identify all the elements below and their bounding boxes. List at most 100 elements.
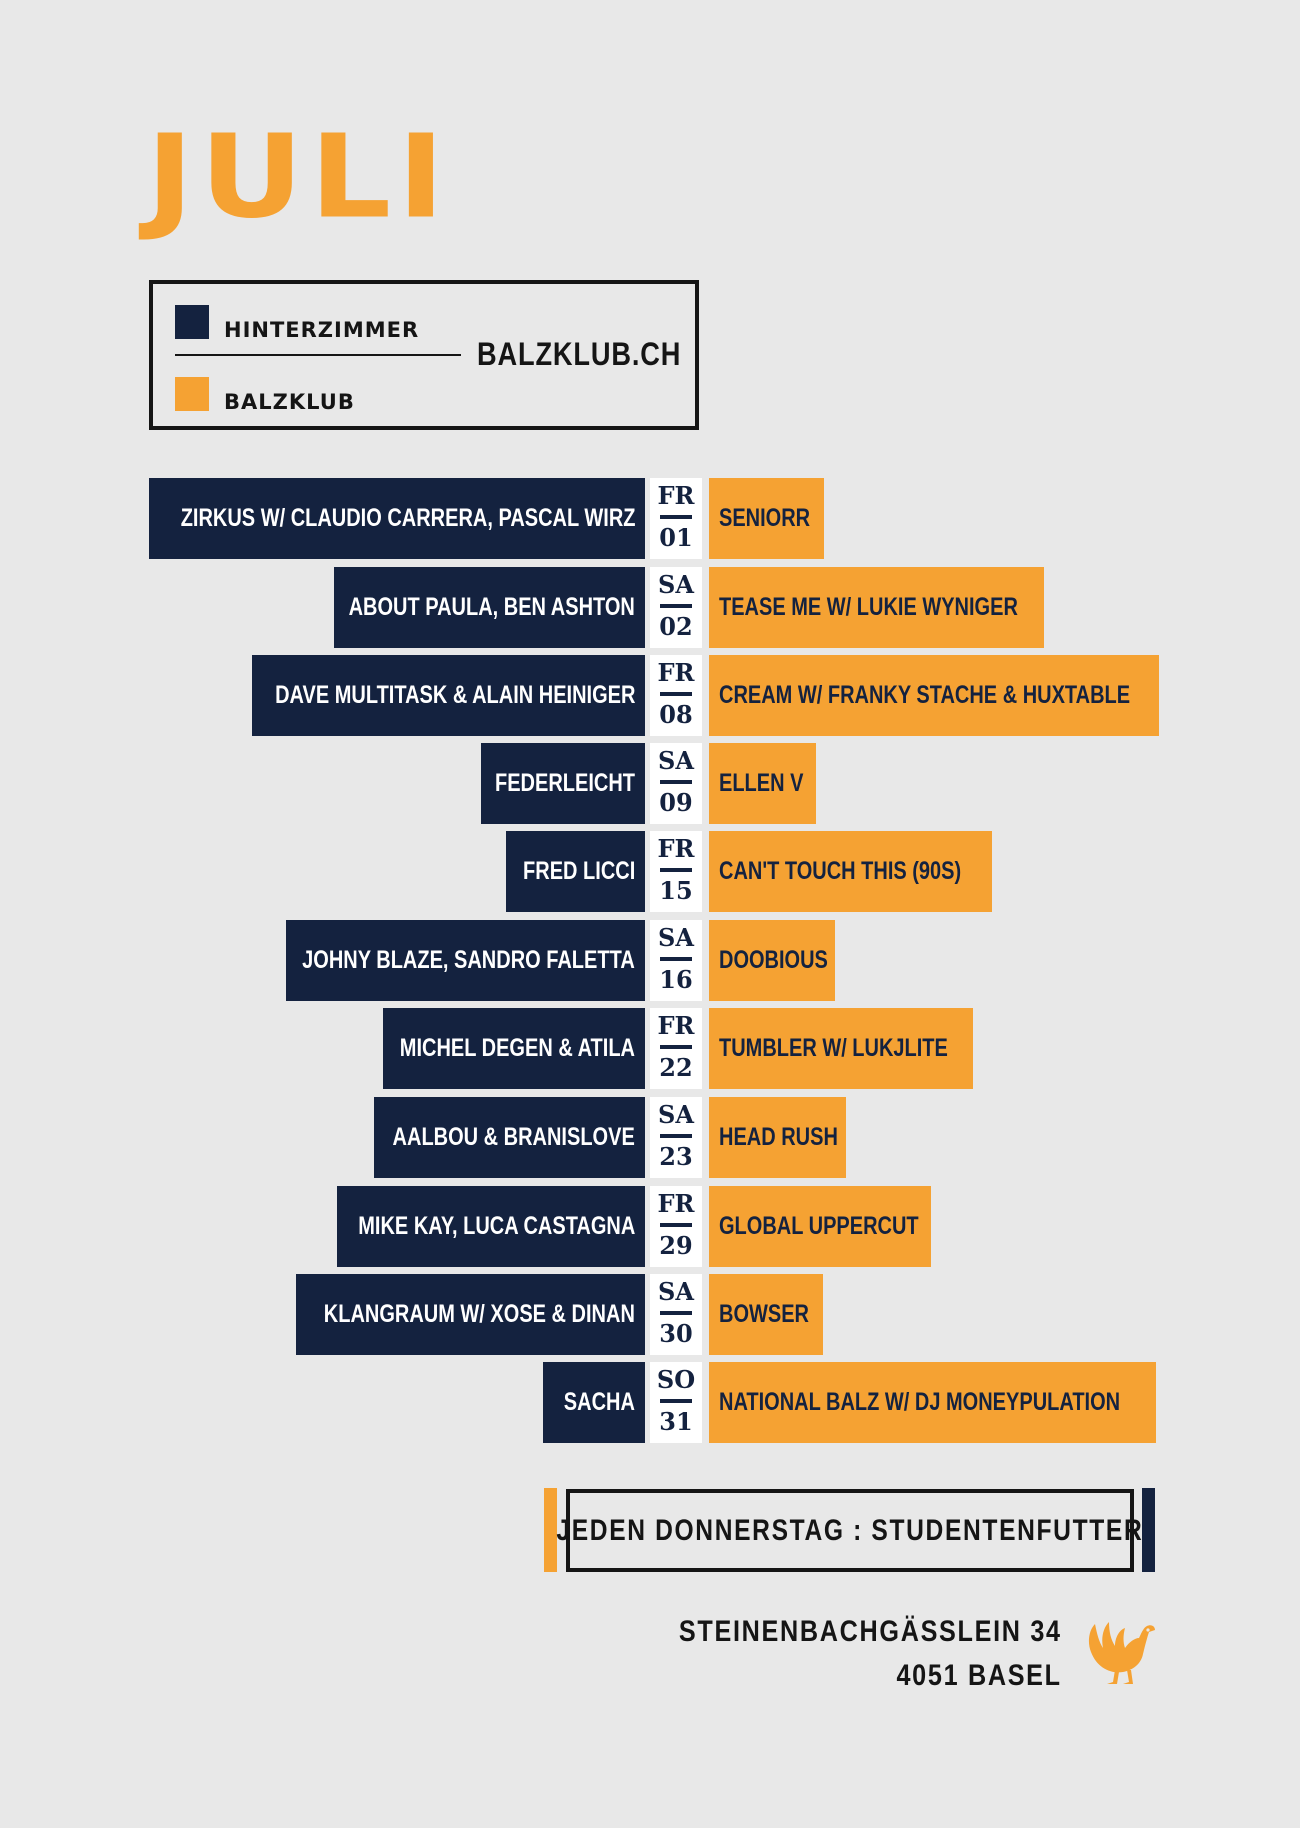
event-weekday: FR	[657, 834, 695, 863]
legend-label-balzklub: BALZKLUB	[224, 390, 355, 414]
website-link[interactable]: BALZKLUB.CH	[477, 336, 682, 372]
event-row: DAVE MULTITASK & ALAIN HEINIGER FR 08 CR…	[0, 655, 1300, 736]
address-city: 4051 BASEL	[600, 1659, 1062, 1693]
event-date: FR 15	[650, 831, 702, 912]
event-date: SO 31	[650, 1362, 702, 1443]
event-day-number: 22	[659, 1053, 693, 1082]
event-weekday: SA	[658, 1100, 694, 1129]
balzklub-event: NATIONAL BALZ W/ DJ MONEYPULATION	[709, 1362, 1156, 1443]
date-divider	[660, 1311, 692, 1315]
balzklub-event-name: HEAD RUSH	[719, 1123, 838, 1151]
event-weekday: FR	[657, 658, 695, 687]
date-divider	[660, 780, 692, 784]
venue-legend: HINTERZIMMER BALZKLUB BALZKLUB.CH	[149, 280, 699, 430]
event-row: SACHA SO 31 NATIONAL BALZ W/ DJ MONEYPUL…	[0, 1362, 1300, 1443]
event-row: ABOUT PAULA, BEN ASHTON SA 02 TEASE ME W…	[0, 567, 1300, 648]
hinterzimmer-event: ZIRKUS W/ CLAUDIO CARRERA, PASCAL WIRZ	[149, 478, 645, 559]
balzklub-event: ELLEN V	[709, 743, 816, 824]
capercaillie-bird-icon	[1088, 1622, 1155, 1684]
event-row: KLANGRAUM W/ XOSE & DINAN SA 30 BOWSER	[0, 1274, 1300, 1355]
event-row: FEDERLEICHT SA 09 ELLEN V	[0, 743, 1300, 824]
hinterzimmer-event: DAVE MULTITASK & ALAIN HEINIGER	[252, 655, 645, 736]
hinterzimmer-event-name: SACHA	[563, 1388, 635, 1416]
hinterzimmer-event: ABOUT PAULA, BEN ASHTON	[334, 567, 645, 648]
event-weekday: SA	[658, 570, 694, 599]
event-day-number: 23	[659, 1142, 693, 1171]
balzklub-event-name: BOWSER	[719, 1300, 809, 1328]
event-weekday: FR	[657, 1189, 695, 1218]
date-divider	[660, 604, 692, 608]
address-street: STEINENBACHGÄSSLEIN 34	[600, 1615, 1062, 1649]
event-day-number: 02	[659, 612, 693, 641]
address-street-text: STEINENBACHGÄSSLEIN 34	[679, 1615, 1062, 1648]
event-row: JOHNY BLAZE, SANDRO FALETTA SA 16 DOOBIO…	[0, 920, 1300, 1001]
address-city-text: 4051 BASEL	[896, 1659, 1062, 1692]
footer-orange-bar	[544, 1488, 557, 1572]
balzklub-event: CREAM W/ FRANKY STACHE & HUXTABLE	[709, 655, 1159, 736]
event-weekday: SA	[658, 923, 694, 952]
event-row: FRED LICCI FR 15 CAN'T TOUCH THIS (90S)	[0, 831, 1300, 912]
weekly-event-text: JEDEN DONNERSTAG : STUDENTENFUTTER	[556, 1513, 1144, 1547]
event-row: MIKE KAY, LUCA CASTAGNA FR 29 GLOBAL UPP…	[0, 1186, 1300, 1267]
balzklub-event-name: TEASE ME W/ LUKIE WYNIGER	[719, 593, 1018, 621]
hinterzimmer-event-name: AALBOU & BRANISLOVE	[392, 1123, 635, 1151]
hinterzimmer-event: KLANGRAUM W/ XOSE & DINAN	[296, 1274, 645, 1355]
event-weekday: SA	[658, 746, 694, 775]
event-day-number: 16	[659, 965, 693, 994]
date-divider	[660, 1223, 692, 1227]
hinterzimmer-event: JOHNY BLAZE, SANDRO FALETTA	[286, 920, 645, 1001]
balzklub-event-name: CAN'T TOUCH THIS (90S)	[719, 857, 962, 885]
hinterzimmer-event-name: KLANGRAUM W/ XOSE & DINAN	[323, 1300, 635, 1328]
hinterzimmer-event-name: MIKE KAY, LUCA CASTAGNA	[357, 1212, 635, 1240]
event-row: ZIRKUS W/ CLAUDIO CARRERA, PASCAL WIRZ F…	[0, 478, 1300, 559]
event-day-number: 29	[659, 1231, 693, 1260]
event-date: SA 02	[650, 567, 702, 648]
hinterzimmer-event: FEDERLEICHT	[481, 743, 645, 824]
hinterzimmer-event: SACHA	[543, 1362, 645, 1443]
hinterzimmer-event-name: ZIRKUS W/ CLAUDIO CARRERA, PASCAL WIRZ	[180, 504, 635, 532]
balzklub-event: TUMBLER W/ LUKJLITE	[709, 1008, 973, 1089]
hinterzimmer-color-swatch	[175, 305, 209, 339]
balzklub-event: TEASE ME W/ LUKIE WYNIGER	[709, 567, 1044, 648]
hinterzimmer-event: MIKE KAY, LUCA CASTAGNA	[337, 1186, 645, 1267]
event-row: MICHEL DEGEN & ATILA FR 22 TUMBLER W/ LU…	[0, 1008, 1300, 1089]
event-date: FR 01	[650, 478, 702, 559]
legend-divider	[175, 354, 461, 356]
balzklub-event-name: CREAM W/ FRANKY STACHE & HUXTABLE	[719, 681, 1131, 709]
event-day-number: 30	[659, 1319, 693, 1348]
event-date: SA 09	[650, 743, 702, 824]
date-divider	[660, 1134, 692, 1138]
event-day-number: 15	[659, 876, 693, 905]
event-date: SA 30	[650, 1274, 702, 1355]
balzklub-event-name: TUMBLER W/ LUKJLITE	[719, 1034, 948, 1062]
hinterzimmer-event-name: DAVE MULTITASK & ALAIN HEINIGER	[274, 681, 635, 709]
balzklub-event: CAN'T TOUCH THIS (90S)	[709, 831, 992, 912]
balzklub-event-name: NATIONAL BALZ W/ DJ MONEYPULATION	[719, 1388, 1121, 1416]
balzklub-event: BOWSER	[709, 1274, 823, 1355]
event-weekday: SO	[656, 1365, 696, 1394]
event-day-number: 08	[659, 700, 693, 729]
event-day-number: 09	[659, 788, 693, 817]
hinterzimmer-event-name: MICHEL DEGEN & ATILA	[399, 1034, 635, 1062]
balzklub-event: GLOBAL UPPERCUT	[709, 1186, 931, 1267]
date-divider	[660, 957, 692, 961]
event-weekday: FR	[657, 481, 695, 510]
footer-navy-bar	[1142, 1488, 1155, 1572]
hinterzimmer-event: FRED LICCI	[506, 831, 645, 912]
balzklub-event-name: DOOBIOUS	[719, 946, 828, 974]
hinterzimmer-event: AALBOU & BRANISLOVE	[374, 1097, 645, 1178]
event-date: SA 16	[650, 920, 702, 1001]
hinterzimmer-event-name: FRED LICCI	[522, 857, 635, 885]
event-date: FR 22	[650, 1008, 702, 1089]
event-date: FR 29	[650, 1186, 702, 1267]
legend-label-hinterzimmer: HINTERZIMMER	[224, 318, 420, 342]
date-divider	[660, 868, 692, 872]
date-divider	[660, 692, 692, 696]
date-divider	[660, 515, 692, 519]
date-divider	[660, 1045, 692, 1049]
balzklub-event-name: GLOBAL UPPERCUT	[719, 1212, 919, 1240]
balzklub-event: DOOBIOUS	[709, 920, 835, 1001]
hinterzimmer-event-name: ABOUT PAULA, BEN ASHTON	[348, 593, 635, 621]
hinterzimmer-event-name: FEDERLEICHT	[495, 769, 635, 797]
event-day-number: 31	[659, 1407, 693, 1436]
